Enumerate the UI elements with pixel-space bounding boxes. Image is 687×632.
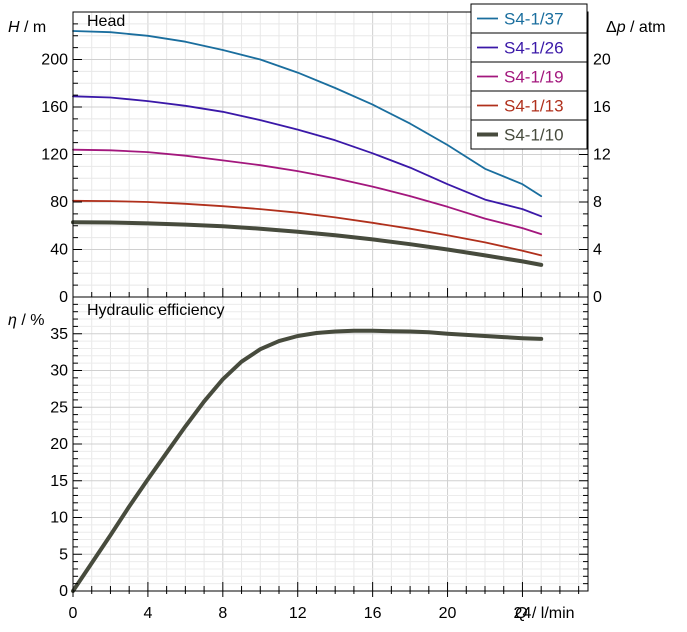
efficiency-y-tick-label: 15: [50, 473, 68, 490]
efficiency-y-tick-label: 20: [50, 436, 68, 453]
efficiency-y-tick-label: 5: [59, 546, 68, 563]
legend-label: S4-1/19: [504, 68, 564, 87]
head-y-right-tick-label: 20: [593, 52, 611, 69]
head-panel-title: Head: [87, 13, 125, 30]
head-y-right-axis-label: Δp / atm: [606, 19, 666, 36]
x-tick-label: 20: [439, 605, 457, 622]
legend-label: S4-1/37: [504, 10, 564, 29]
legend-label: S4-1/26: [504, 39, 564, 58]
head-curve-s4-1-19: [72, 148, 543, 236]
efficiency-y-tick-label: 10: [50, 510, 68, 527]
efficiency-curve: [71, 328, 544, 593]
x-tick-label: 16: [364, 605, 382, 622]
head-y-tick-label: 0: [59, 289, 68, 306]
efficiency-y-tick-label: 0: [59, 583, 68, 600]
efficiency-panel-title: Hydraulic efficiency: [87, 302, 225, 319]
x-tick-label: 8: [218, 605, 227, 622]
x-tick-label: 24: [514, 605, 532, 622]
x-tick-label: 0: [69, 605, 78, 622]
head-y-tick-label: 40: [50, 242, 68, 259]
head-panel: 0 40 80 120 160 200 0 4 8 12 16 20 Head H / m Δp / atm…: [8, 3, 666, 306]
x-axis-label: Q / l/min: [515, 605, 575, 622]
head-y-right-tick-label: 0: [593, 289, 602, 306]
efficiency-y-tick-label: 25: [50, 399, 68, 416]
x-tick-label: 12: [289, 605, 307, 622]
efficiency-grid: [73, 297, 588, 591]
head-y-tick-label: 80: [50, 194, 68, 211]
efficiency-y-axis-label: η / %: [8, 312, 44, 329]
head-y-right-tick-label: 16: [593, 99, 611, 116]
head-curve-s4-1-37: [72, 30, 543, 198]
head-curve-s4-1-26: [72, 95, 543, 218]
legend-label: S4-1/10: [504, 126, 564, 145]
head-curve-s4-1-10: [71, 220, 544, 267]
head-y-right-tick-label: 4: [593, 242, 602, 259]
head-y-tick-label: 160: [41, 99, 68, 116]
efficiency-y-tick-label: 35: [50, 326, 68, 343]
efficiency-panel: 0 5 10 15 20 25 30 35 0 4 8 12 16 20 24 Hydraulic effic…: [8, 296, 589, 622]
legend-label: S4-1/13: [504, 97, 564, 116]
head-y-right-tick-label: 8: [593, 194, 602, 211]
head-y-right-tick-label: 12: [593, 147, 611, 164]
head-curve-s4-1-13: [72, 199, 543, 257]
x-tick-label: 4: [143, 605, 152, 622]
head-y-tick-label: 120: [41, 147, 68, 164]
head-y-tick-label: 200: [41, 52, 68, 69]
head-y-axis-label: H / m: [8, 19, 46, 36]
efficiency-y-tick-label: 30: [50, 363, 68, 380]
head-legend: S4-1/37 S4-1/26 S4-1/19 S4-1/13 S4-1/10: [470, 3, 588, 150]
